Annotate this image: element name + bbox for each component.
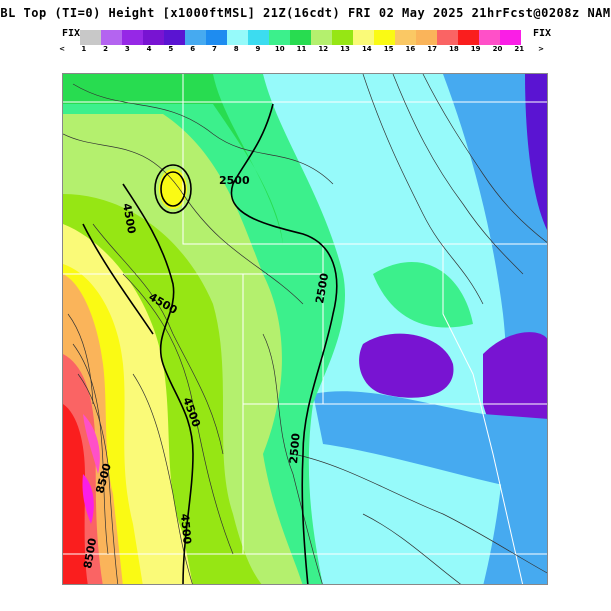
contours-thick <box>82 103 338 584</box>
legend-tick-label: 1 <box>81 45 87 53</box>
legend-tick-label: 16 <box>405 45 416 53</box>
map-title: BL Top (TI=0) Height [x1000ftMSL] 21Z(16… <box>0 6 611 20</box>
legend-swatch-19 <box>479 30 500 45</box>
fix-label-right: FIX <box>533 28 552 39</box>
legend-swatch-11 <box>311 30 332 45</box>
region-darkgreen <box>63 74 283 244</box>
contour-label: 2500 <box>287 432 303 464</box>
legend-swatch-6 <box>206 30 227 45</box>
legend-tick-label: 13 <box>340 45 350 53</box>
region-purple-central <box>359 333 454 398</box>
legend-swatch-15 <box>395 30 416 45</box>
legend-tick-label: 17 <box>427 45 437 53</box>
region-darkred <box>63 404 88 584</box>
legend-swatch-12 <box>332 30 353 45</box>
legend-tick-label: 9 <box>255 45 261 53</box>
legend-swatch-13 <box>353 30 374 45</box>
legend-tick-label: 3 <box>124 45 130 53</box>
region-magenta <box>83 414 100 474</box>
legend-swatch-0 <box>80 30 101 45</box>
legend-tick-label: 20 <box>492 45 503 53</box>
legend-tick-label: 21 <box>514 45 525 53</box>
region-highland-north <box>159 169 187 209</box>
weather-map: 2500 4500 4500 2500 4500 2500 4500 8500 … <box>62 73 548 585</box>
contour-label: 2500 <box>313 272 331 305</box>
legend-tick-label: < <box>59 45 65 53</box>
legend-tick-label: 5 <box>168 45 174 53</box>
contour-label: 4500 <box>120 202 138 235</box>
contour-label: 4500 <box>178 513 194 545</box>
legend-tick-label: 4 <box>146 45 152 53</box>
region-purple-northeast <box>525 74 547 230</box>
map-canvas: 2500 4500 4500 2500 4500 2500 4500 8500 … <box>63 74 547 584</box>
legend-swatch-2 <box>122 30 143 45</box>
legend-tick-label: 19 <box>470 45 481 53</box>
legend-swatch-20 <box>500 30 521 45</box>
region-green-central <box>373 262 473 328</box>
color-legend <box>80 30 521 45</box>
legend-swatch-17 <box>437 30 458 45</box>
legend-swatch-7 <box>227 30 248 45</box>
legend-tick-label: 6 <box>190 45 196 53</box>
legend-swatch-4 <box>164 30 185 45</box>
legend-swatch-10 <box>290 30 311 45</box>
legend-swatch-8 <box>248 30 269 45</box>
legend-swatch-1 <box>101 30 122 45</box>
contour-label: 2500 <box>219 174 250 187</box>
legend-tick-label: 15 <box>383 45 394 53</box>
legend-swatch-9 <box>269 30 290 45</box>
legend-tick-label: 12 <box>318 45 329 53</box>
legend-swatch-3 <box>143 30 164 45</box>
legend-tick-label: 18 <box>449 45 459 53</box>
legend-tick-label: 11 <box>296 45 307 53</box>
legend-swatch-16 <box>416 30 437 45</box>
legend-tick-label: 10 <box>274 45 285 53</box>
legend-tick-label: > <box>538 45 544 53</box>
legend-tick-label: 7 <box>211 45 217 53</box>
legend-swatch-5 <box>185 30 206 45</box>
fix-label-left: FIX <box>62 28 81 39</box>
region-blue-central <box>313 391 547 494</box>
legend-ticks: <1 2 3 4 5 6 7 8 9 10 11 12 13 14 15 16 17 18 19 20 21 > <box>59 45 544 57</box>
region-magenta-2 <box>82 474 94 524</box>
legend-swatch-18 <box>458 30 479 45</box>
legend-tick-label: 14 <box>361 45 372 53</box>
legend-swatch-14 <box>374 30 395 45</box>
contour-label: 8500 <box>81 537 99 570</box>
legend-tick-label: 8 <box>233 45 239 53</box>
legend-tick-label: 2 <box>103 45 108 53</box>
